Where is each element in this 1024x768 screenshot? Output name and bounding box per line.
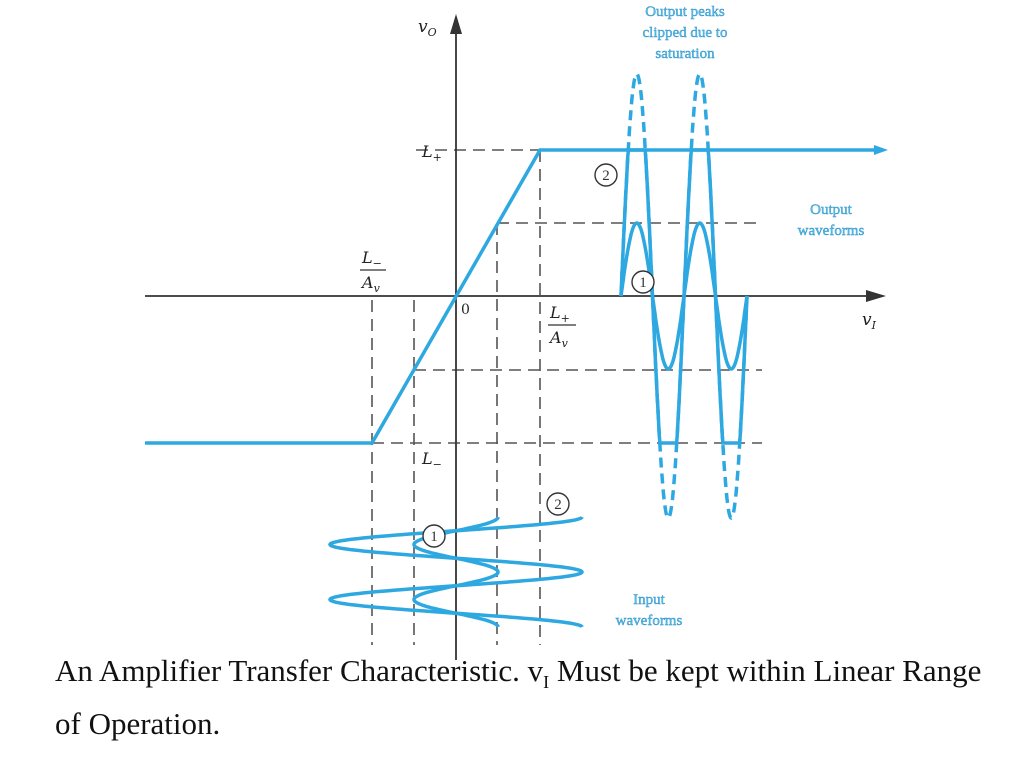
svg-text:1: 1 bbox=[430, 529, 438, 545]
svg-text:Av: Av bbox=[548, 328, 569, 350]
y-axis-label: vO bbox=[418, 17, 437, 39]
x-axis-label: vI bbox=[862, 310, 877, 332]
caption-subscript: I bbox=[543, 672, 550, 693]
marker-1-input: 1 bbox=[422, 524, 446, 548]
svg-text:Output: Output bbox=[810, 202, 853, 218]
output-waveform-1-curve bbox=[619, 221, 749, 371]
origin-label: 0 bbox=[461, 302, 470, 318]
annotation-input-waveforms: Input waveforms bbox=[615, 592, 683, 629]
l-minus-over-av-fraction: L− Av bbox=[360, 248, 386, 295]
annotation-output-waveforms: Output waveforms bbox=[797, 202, 865, 239]
l-minus-label: L− bbox=[421, 449, 442, 471]
svg-text:waveforms: waveforms bbox=[798, 223, 865, 239]
svg-text:L+: L+ bbox=[549, 303, 570, 325]
svg-text:Input: Input bbox=[633, 592, 665, 608]
annotation-clipped-peaks: Output peaks clipped due to saturation bbox=[642, 4, 728, 62]
transfer-curve-arrow bbox=[874, 145, 888, 155]
l-plus-label: L+ bbox=[421, 142, 442, 164]
svg-text:saturation: saturation bbox=[655, 46, 715, 62]
caption-text-start: An Amplifier Transfer Characteristic. v bbox=[55, 653, 544, 688]
caption: An Amplifier Transfer Characteristic. vI… bbox=[55, 650, 995, 744]
input-waveform-2-curve bbox=[328, 516, 584, 628]
svg-text:L−: L− bbox=[361, 248, 382, 270]
axes bbox=[145, 28, 872, 660]
marker-1-output: 1 bbox=[631, 270, 655, 294]
svg-text:Av: Av bbox=[360, 273, 381, 295]
svg-text:1: 1 bbox=[639, 275, 647, 291]
marker-2-input: 2 bbox=[546, 492, 570, 516]
svg-text:clipped due to: clipped due to bbox=[643, 25, 728, 41]
l-plus-over-av-fraction: L+ Av bbox=[548, 303, 576, 350]
svg-text:2: 2 bbox=[602, 168, 610, 184]
x-axis-arrow bbox=[866, 290, 886, 302]
svg-text:2: 2 bbox=[554, 497, 562, 513]
svg-text:waveforms: waveforms bbox=[616, 613, 683, 629]
caption-text-end: Must be kept within Linear Range of Oper… bbox=[55, 653, 982, 742]
transfer-curve bbox=[145, 148, 882, 445]
y-axis-arrow bbox=[450, 14, 462, 34]
marker-2-output: 2 bbox=[594, 163, 618, 187]
svg-text:Output peaks: Output peaks bbox=[645, 4, 725, 20]
